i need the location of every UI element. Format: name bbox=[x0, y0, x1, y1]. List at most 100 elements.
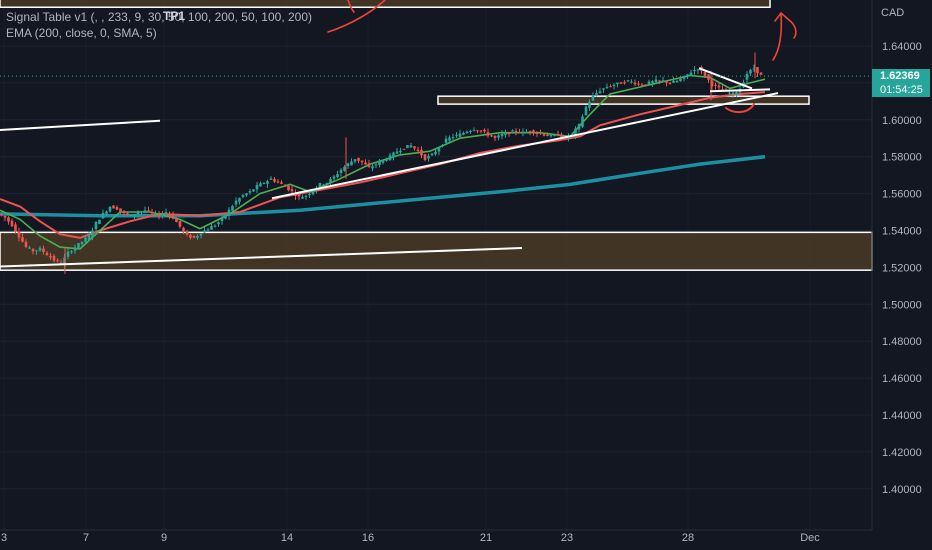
price-axis[interactable]: 1.640001.620001.600001.580001.560001.540… bbox=[882, 41, 922, 496]
price-tick-label: 1.60000 bbox=[882, 115, 922, 127]
candle-body bbox=[374, 164, 378, 166]
candle-body bbox=[143, 210, 147, 212]
candle-body bbox=[455, 134, 458, 136]
candle-body bbox=[402, 148, 406, 150]
candle-body bbox=[304, 195, 308, 197]
candle-body bbox=[24, 241, 28, 247]
candle-body bbox=[577, 124, 581, 130]
candle-body bbox=[556, 134, 560, 136]
candle-body bbox=[395, 151, 399, 154]
price-tick-label: 1.46000 bbox=[882, 373, 922, 385]
candle-body bbox=[115, 207, 119, 210]
candle-body bbox=[283, 185, 287, 187]
trendline bbox=[0, 119, 161, 131]
candle-body bbox=[357, 157, 360, 161]
signal-table-legend[interactable]: Signal Table v1 (, , 233, 9, 30, 50, 100… bbox=[6, 10, 312, 24]
candle-body bbox=[385, 159, 388, 161]
last-price-value: 1.62369 bbox=[880, 70, 920, 83]
candle-body bbox=[154, 213, 157, 215]
time-axis[interactable]: 3 7 9 14 16 21 23 28 Dec bbox=[1, 532, 820, 544]
candle-body bbox=[311, 190, 315, 195]
candle-body bbox=[231, 206, 234, 211]
price-tick-label: 1.52000 bbox=[882, 262, 922, 274]
candle-body bbox=[696, 69, 700, 71]
candle-body bbox=[497, 135, 500, 138]
candle-body bbox=[584, 106, 588, 116]
candle-body bbox=[234, 200, 238, 205]
candle-body bbox=[343, 166, 346, 171]
candle-body bbox=[626, 80, 630, 82]
candle-body bbox=[430, 153, 434, 156]
candle-body bbox=[714, 84, 717, 86]
candle-body bbox=[392, 152, 395, 158]
candle-body bbox=[7, 217, 10, 222]
candle-body bbox=[507, 132, 511, 135]
candle-body bbox=[602, 88, 605, 90]
candle-body bbox=[444, 138, 448, 143]
candle-body bbox=[70, 251, 73, 253]
candle-body bbox=[308, 193, 311, 196]
candle-body bbox=[266, 181, 269, 184]
ema-legend[interactable]: EMA (200, close, 0, SMA, 5) bbox=[6, 26, 157, 40]
candle-body bbox=[665, 80, 668, 83]
candle-body bbox=[14, 224, 17, 232]
price-tick-label: 1.58000 bbox=[882, 152, 922, 164]
candle-body bbox=[542, 134, 546, 136]
candle-body bbox=[276, 181, 280, 183]
candle-body bbox=[133, 214, 136, 217]
candle-body bbox=[17, 231, 21, 238]
candles bbox=[0, 52, 763, 274]
candle-body bbox=[189, 235, 192, 238]
time-tick-label: 3 bbox=[1, 532, 7, 544]
candle-body bbox=[623, 82, 626, 84]
candle-body bbox=[598, 91, 602, 93]
candle-body bbox=[465, 131, 469, 134]
candle-body bbox=[553, 134, 556, 136]
candle-body bbox=[574, 128, 577, 136]
bar-countdown: 01:54:25 bbox=[880, 84, 923, 97]
upward-arrow-annotation bbox=[772, 11, 797, 61]
tp1-label: TP1 bbox=[163, 9, 186, 23]
candle-body bbox=[675, 80, 679, 83]
candle-body bbox=[38, 247, 42, 251]
candle-body bbox=[273, 178, 276, 182]
candle-body bbox=[437, 148, 441, 152]
candle-body bbox=[175, 218, 178, 223]
candle-body bbox=[721, 89, 724, 91]
candle-body bbox=[91, 230, 94, 238]
candle-body bbox=[336, 174, 339, 178]
candle-body bbox=[413, 146, 416, 149]
candle-body bbox=[668, 82, 672, 84]
candle-body bbox=[371, 166, 374, 169]
candle-body bbox=[591, 95, 595, 101]
price-tick-label: 1.48000 bbox=[882, 336, 922, 348]
time-tick-label: 21 bbox=[480, 532, 492, 544]
candle-body bbox=[129, 214, 133, 217]
candle-body bbox=[462, 132, 465, 135]
candle-body bbox=[633, 82, 637, 85]
candle-body bbox=[147, 210, 150, 212]
candle-body bbox=[238, 197, 241, 202]
candle-body bbox=[136, 212, 140, 215]
price-tick-label: 1.54000 bbox=[882, 226, 922, 238]
candle-body bbox=[297, 193, 301, 197]
candle-body bbox=[490, 135, 493, 137]
price-tick-label: 1.64000 bbox=[882, 41, 922, 53]
candle-body bbox=[416, 149, 420, 151]
candle-body bbox=[686, 74, 689, 77]
candle-body bbox=[35, 250, 38, 252]
candle-body bbox=[262, 182, 266, 184]
candle-body bbox=[318, 183, 322, 188]
candle-body bbox=[364, 162, 367, 165]
supply-demand-zone bbox=[437, 95, 810, 105]
trendline bbox=[709, 88, 771, 93]
candle-body bbox=[245, 193, 248, 196]
candle-body bbox=[735, 92, 738, 96]
candle-body bbox=[703, 71, 707, 77]
candle-body bbox=[441, 145, 444, 147]
candle-body bbox=[45, 252, 49, 256]
candle-body bbox=[483, 129, 486, 132]
trend-drawings bbox=[0, 67, 779, 268]
candle-body bbox=[630, 81, 633, 83]
